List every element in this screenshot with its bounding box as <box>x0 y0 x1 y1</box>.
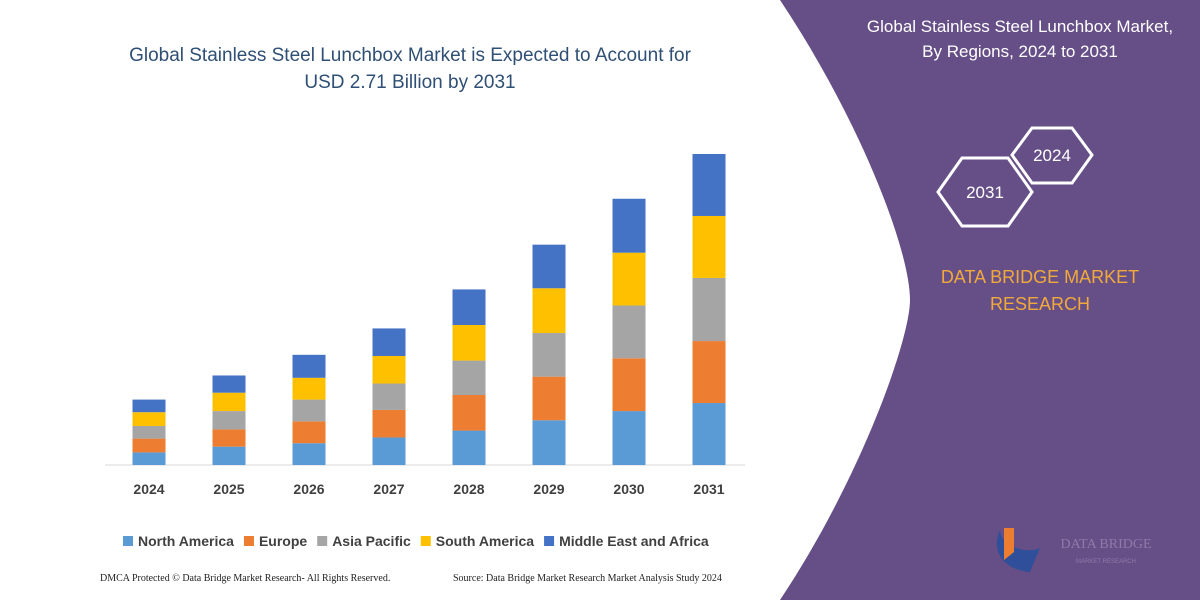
bar-segment <box>532 244 566 289</box>
legend-label: Asia Pacific <box>332 533 411 549</box>
hex-label: 2024 <box>1033 146 1071 165</box>
logo-mark <box>1004 528 1014 560</box>
x-tick-label: 2028 <box>453 481 484 497</box>
bar-segment <box>372 328 406 356</box>
bar-segment <box>532 420 566 465</box>
bar-segment <box>372 437 406 465</box>
bar-segment <box>532 288 566 334</box>
legend-label: South America <box>436 533 534 549</box>
bar-segment <box>212 375 246 393</box>
bar-segment <box>612 305 646 359</box>
logo-text: DATA BRIDGE <box>1060 537 1151 552</box>
hexagon <box>936 156 1034 228</box>
x-tick-label: 2024 <box>133 481 164 497</box>
bar-segment <box>692 277 726 342</box>
bar-segment <box>132 452 166 465</box>
bar-segment <box>212 392 246 412</box>
bar-segment <box>452 394 486 431</box>
chart-title: Global Stainless Steel Lunchbox Market i… <box>129 45 691 93</box>
x-tick-label: 2030 <box>613 481 644 497</box>
footer-left: DMCA Protected © Data Bridge Market Rese… <box>100 573 391 584</box>
legend-label: Europe <box>259 533 307 549</box>
bar-segment <box>292 377 326 400</box>
bar-segment <box>292 443 326 465</box>
bar-segment <box>372 409 406 438</box>
panel-title: Global Stainless Steel Lunchbox Market, … <box>866 17 1174 61</box>
bar-segment <box>132 399 166 413</box>
legend-label: Middle East and Africa <box>559 533 709 549</box>
logo-subtext: MARKET RESEARCH <box>1076 559 1136 565</box>
bar-segment <box>212 411 246 430</box>
legend-swatch <box>544 536 555 546</box>
bar-segment <box>292 354 326 378</box>
bar-segment <box>692 215 726 278</box>
legend-label: North America <box>138 533 234 549</box>
bar-segment <box>452 360 486 395</box>
bar-segment <box>212 446 246 465</box>
bar-segment <box>532 333 566 377</box>
x-tick-label: 2027 <box>373 481 404 497</box>
bar-segment <box>452 430 486 465</box>
bar-segment <box>692 154 726 216</box>
legend-swatch <box>243 536 254 546</box>
legend-swatch <box>123 536 133 546</box>
bar-segment <box>292 399 326 422</box>
bar-segment <box>612 358 646 412</box>
hexagon <box>1010 126 1094 185</box>
bar-segment <box>132 425 166 439</box>
bar-segment <box>212 429 246 447</box>
plot: 2024 2025 2026 2027 2028 2029 2030 2031 North Am… <box>105 154 745 549</box>
x-tick-label: 2029 <box>533 481 564 497</box>
bar-segment <box>452 324 486 361</box>
bar-segment <box>612 252 646 306</box>
bar-segment <box>132 438 166 453</box>
bar-segment <box>132 412 166 426</box>
bar-segment <box>372 383 406 410</box>
hex-label: 2031 <box>966 183 1004 202</box>
x-tick-label: 2025 <box>213 481 244 497</box>
legend-swatch <box>420 536 431 546</box>
bar-segment <box>372 355 406 384</box>
bar-segment <box>292 421 326 444</box>
x-tick-label: 2031 <box>693 481 724 497</box>
side-panel <box>780 0 1200 600</box>
footer-right: Source: Data Bridge Market Research Mark… <box>453 573 722 584</box>
bar-segment <box>452 289 486 325</box>
bar-segment <box>692 403 726 465</box>
logo-mark <box>996 530 1040 572</box>
legend-swatch <box>317 536 328 546</box>
brand: DATA BRIDGE MARKET RESEARCH <box>940 267 1140 314</box>
bar-segment <box>612 198 646 253</box>
x-tick-label: 2026 <box>293 481 324 497</box>
bar-segment <box>692 341 726 404</box>
bar-segment <box>532 376 566 421</box>
bar-segment <box>612 411 646 465</box>
